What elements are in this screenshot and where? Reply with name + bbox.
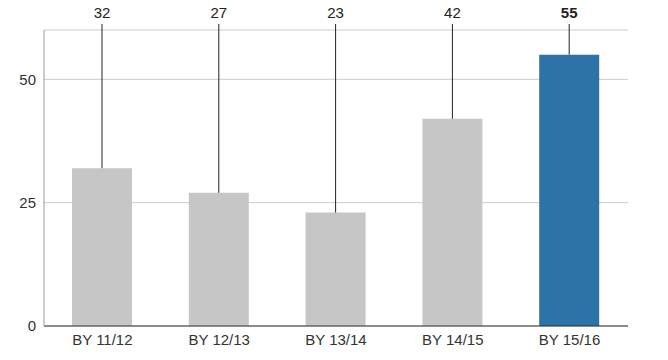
svg-text:BY 13/14: BY 13/14 [305, 331, 366, 348]
svg-text:27: 27 [210, 4, 227, 21]
svg-text:BY 12/13: BY 12/13 [188, 331, 249, 348]
svg-text:55: 55 [561, 4, 578, 21]
svg-text:25: 25 [19, 194, 36, 211]
svg-text:BY 15/16: BY 15/16 [539, 331, 600, 348]
svg-text:BY 11/12: BY 11/12 [72, 331, 132, 348]
svg-text:BY 14/15: BY 14/15 [422, 331, 483, 348]
svg-text:32: 32 [94, 4, 111, 21]
svg-text:23: 23 [327, 4, 344, 21]
svg-text:50: 50 [19, 71, 36, 88]
svg-text:0: 0 [28, 317, 36, 334]
svg-text:42: 42 [444, 4, 461, 21]
